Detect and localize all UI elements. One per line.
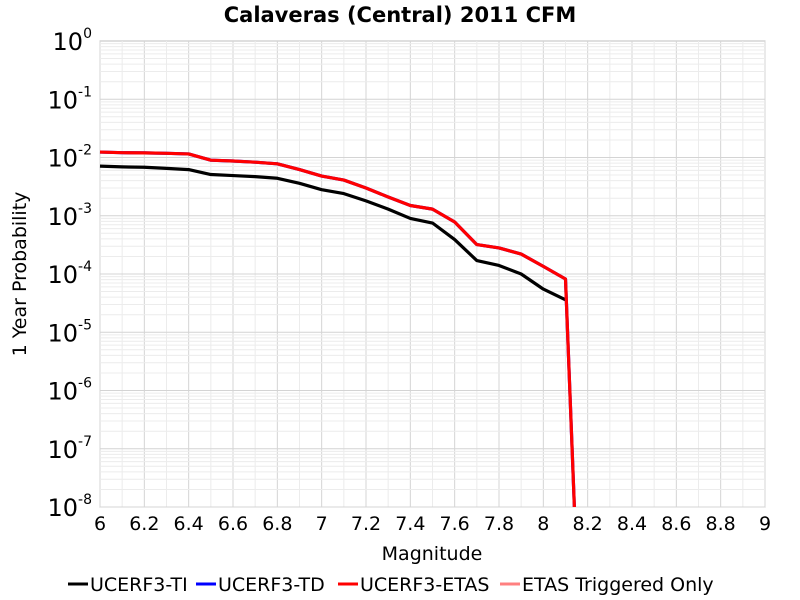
legend-label: UCERF3-TI — [90, 574, 188, 596]
y-tick-base: 10 — [47, 378, 78, 406]
legend-item-ucerf3-td: UCERF3-TD — [196, 574, 325, 596]
chart-title: Calaveras (Central) 2011 CFM — [224, 3, 577, 27]
legend-item-etas-triggered-only: ETAS Triggered Only — [500, 574, 714, 596]
y-tick-exponent: -8 — [78, 492, 92, 508]
y-tick-base: 10 — [53, 28, 84, 56]
legend: UCERF3-TI UCERF3-TD UCERF3-ETAS ETAS Trigge… — [68, 574, 714, 596]
x-axis-label: Magnitude — [382, 543, 483, 565]
legend-item-ucerf3-etas: UCERF3-ETAS — [338, 574, 489, 596]
y-tick-exponent: -2 — [78, 143, 92, 159]
legend-item-ucerf3-ti: UCERF3-TI — [68, 574, 188, 596]
y-tick-base: 10 — [47, 145, 78, 173]
y-tick-exponent: -4 — [78, 259, 92, 275]
y-tick-label: 10-2 — [47, 143, 92, 173]
y-tick-base: 10 — [47, 86, 78, 114]
y-tick-exponent: -1 — [78, 84, 92, 100]
legend-label: UCERF3-TD — [218, 574, 325, 596]
series-line-ucerf3-ti — [99, 164, 567, 302]
y-tick-exponent: 0 — [83, 26, 92, 42]
x-tick-label: 6.4 — [174, 513, 204, 535]
y-tick-base: 10 — [47, 261, 78, 289]
x-tick-label: 7.2 — [351, 513, 381, 535]
x-tick-label: 7.8 — [484, 513, 514, 535]
y-tick-exponent: -5 — [78, 317, 92, 333]
x-tick-label: 6.8 — [262, 513, 292, 535]
x-tick-label: 7.6 — [440, 513, 470, 535]
x-tick-label: 6 — [94, 513, 106, 535]
series-group — [99, 150, 576, 508]
series-line-ucerf3-etas — [99, 150, 576, 508]
y-tick-label: 100 — [53, 26, 92, 56]
y-tick-label: 10-3 — [47, 201, 92, 231]
x-tick-label: 8.2 — [573, 513, 603, 535]
x-tick-label: 6.6 — [218, 513, 248, 535]
y-tick-exponent: -3 — [78, 201, 92, 217]
x-tick-label: 8.8 — [706, 513, 736, 535]
y-tick-base: 10 — [47, 319, 78, 347]
y-tick-exponent: -7 — [78, 434, 92, 450]
legend-label: ETAS Triggered Only — [522, 574, 714, 596]
y-tick-base: 10 — [47, 494, 78, 522]
y-tick-base: 10 — [47, 203, 78, 231]
y-tick-label: 10-5 — [47, 317, 92, 347]
legend-label: UCERF3-ETAS — [360, 574, 489, 596]
y-tick-label: 10-4 — [47, 259, 92, 289]
x-tick-label: 9 — [759, 513, 771, 535]
y-tick-label: 10-8 — [47, 492, 92, 522]
y-axis-label: 1 Year Probability — [9, 192, 31, 357]
grid — [99, 41, 766, 508]
x-tick-label: 7.4 — [395, 513, 425, 535]
y-tick-exponent: -6 — [78, 376, 92, 392]
y-tick-label: 10-1 — [47, 84, 92, 114]
x-tick-label: 6.2 — [129, 513, 159, 535]
y-tick-label: 10-7 — [47, 434, 92, 464]
x-tick-label: 7 — [316, 513, 328, 535]
x-tick-label: 8 — [537, 513, 549, 535]
x-tick-label: 8.6 — [661, 513, 691, 535]
y-tick-base: 10 — [47, 436, 78, 464]
x-tick-label: 8.4 — [617, 513, 647, 535]
y-tick-label: 10-6 — [47, 376, 92, 406]
x-tick-labels: 6 6.2 6.4 6.6 6.8 7 7.2 7.4 7.6 7.8 8 8.2 8.4 8.6 8.8 9 — [94, 513, 771, 535]
